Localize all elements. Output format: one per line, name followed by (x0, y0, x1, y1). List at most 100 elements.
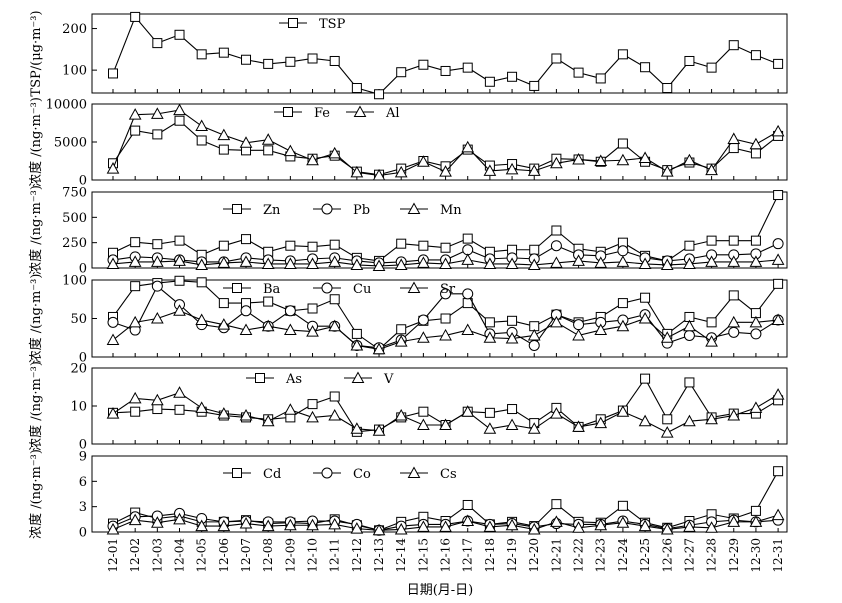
data-point-Mn (328, 255, 342, 267)
data-point-Sr (195, 313, 209, 326)
data-point-Sr (150, 311, 164, 324)
data-point-TSP (152, 38, 163, 49)
y-axis-label: 浓度 /(ng·m⁻³) (28, 274, 44, 364)
legend-marker (407, 466, 421, 478)
x-tick-label: 12-29 (727, 538, 741, 573)
data-point-Al (173, 103, 186, 116)
data-point-Ba (728, 290, 739, 301)
data-point-Cu (528, 339, 540, 351)
data-point-TSP (529, 80, 540, 91)
data-point-TSP (617, 49, 628, 60)
data-point-Cd (551, 499, 562, 510)
data-point-Sr (461, 323, 475, 336)
data-point-TSP (640, 62, 651, 73)
data-point-Cd (462, 499, 473, 510)
data-point-TSP (130, 11, 141, 22)
data-point-Cs (328, 517, 342, 530)
data-point-Mn (128, 255, 142, 267)
x-tick-label: 12-20 (527, 538, 541, 573)
x-tick-label: 12-11 (328, 538, 342, 573)
data-point-Cs (727, 515, 741, 527)
data-point-TSP (263, 58, 274, 69)
data-point-Pb (550, 240, 562, 252)
data-point-Ba (218, 298, 229, 309)
data-point-Ba (617, 298, 628, 309)
legend-entry-Ba: Ba (223, 282, 281, 297)
y-tick-label: 0 (79, 526, 87, 541)
data-point-Sr (284, 323, 297, 336)
data-point-Sr (328, 319, 342, 332)
x-tick-label: 12-08 (261, 538, 275, 573)
panel-4: 0 50 100 浓度 /(ng·m⁻³) Ba Cu Sr (28, 274, 788, 366)
data-point-Sr (483, 331, 497, 343)
data-point-Mn (150, 255, 164, 267)
data-point-TSP (285, 56, 296, 67)
legend-label: Cu (353, 282, 371, 297)
data-point-V (106, 407, 120, 419)
data-point-Mn (616, 255, 630, 267)
data-point-Cs (638, 519, 652, 532)
data-point-Cs (239, 517, 253, 529)
data-point-Mn (306, 257, 319, 269)
data-point-V (550, 407, 563, 419)
x-tick-label: 12-17 (461, 538, 475, 573)
data-point-As (507, 404, 518, 415)
data-point-Zn (218, 240, 229, 251)
data-point-Sr (550, 315, 563, 328)
data-point-Mn (106, 257, 120, 269)
data-point-V (217, 407, 231, 419)
x-tick-label: 12-31 (771, 538, 785, 573)
data-point-As (307, 399, 318, 410)
legend-label: TSP (319, 17, 346, 32)
data-point-Al (261, 133, 275, 145)
legend-label: Co (353, 467, 371, 482)
data-point-Sr (173, 304, 186, 316)
legend-entry-Fe: Fe (274, 106, 330, 121)
data-point-Al (328, 146, 342, 159)
data-point-V (771, 388, 785, 400)
x-axis-label: 日期(月-日) (407, 583, 474, 598)
data-point-Fe (750, 148, 761, 159)
data-point-Mn (173, 254, 186, 266)
data-point-Sr (749, 315, 763, 328)
data-point-Ba (329, 294, 340, 305)
legend-entry-Al: Al (346, 105, 400, 121)
legend-label: Fe (314, 106, 330, 121)
data-point-Zn (551, 225, 562, 236)
data-point-Al (439, 165, 452, 177)
data-point-TSP (374, 89, 385, 100)
data-point-Fe (152, 129, 163, 140)
data-point-Al (683, 153, 696, 166)
data-point-Cu (284, 305, 296, 317)
x-tick-label: 12-21 (549, 538, 563, 573)
data-point-TSP (307, 53, 318, 64)
data-point-Fe (196, 135, 207, 146)
y-tick-label: 9 (79, 450, 87, 465)
data-point-Cs (173, 512, 186, 525)
data-point-Sr (683, 319, 696, 332)
panel-frame (91, 367, 788, 445)
y-tick-label: 0 (79, 438, 87, 453)
data-point-V (150, 393, 164, 406)
panel-frame (91, 455, 788, 533)
data-point-Sr (394, 335, 408, 347)
legend-label: Al (385, 106, 400, 121)
data-point-Al (417, 155, 430, 167)
legend-entry-As: As (246, 372, 302, 387)
data-point-Ba (640, 292, 651, 303)
data-point-Cs (128, 513, 142, 526)
data-point-V (660, 426, 674, 438)
data-point-V (683, 414, 696, 427)
y-tick-label: 20 (70, 362, 87, 377)
data-point-V (350, 422, 364, 434)
data-point-Sr (372, 342, 386, 355)
data-point-Cu (683, 329, 695, 341)
panel-3: 0 250 500 750 浓度 /(ng·m⁻³) Zn Pb Mn (28, 185, 788, 277)
panel-frame (91, 13, 788, 94)
legend-entry-Co: Co (313, 467, 371, 482)
legend-marker (288, 18, 298, 28)
data-point-V (173, 386, 186, 398)
series-Zn (108, 190, 784, 266)
data-point-Mn (572, 254, 585, 266)
data-point-TSP (728, 40, 739, 51)
